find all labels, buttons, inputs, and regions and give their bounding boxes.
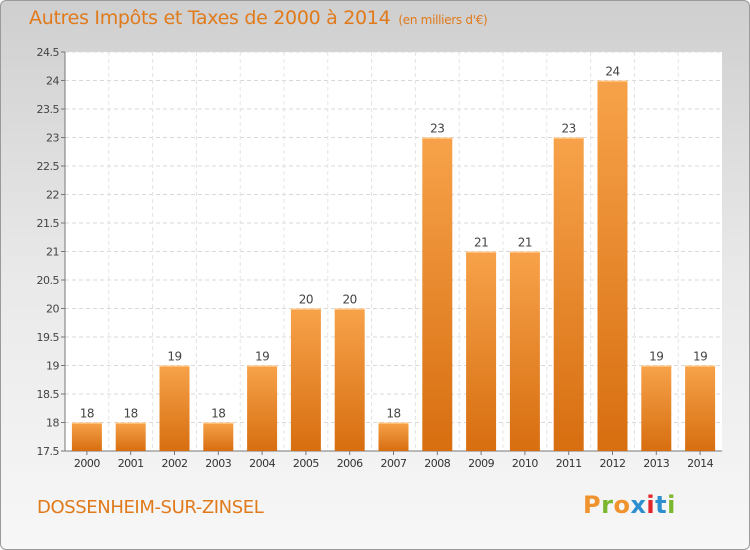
x-tick-label: 2004 <box>249 457 275 470</box>
y-tick-label: 19.5 <box>37 331 60 344</box>
x-tick-label: 2002 <box>162 457 188 470</box>
data-label: 20 <box>343 293 357 307</box>
bar-top-edge <box>641 365 672 367</box>
bar <box>203 422 234 451</box>
data-label: 23 <box>562 122 576 136</box>
y-tick-label: 23 <box>46 132 59 145</box>
data-label: 19 <box>167 350 181 364</box>
bar-top-edge <box>685 365 716 367</box>
bar <box>115 422 146 451</box>
x-tick-label: 2003 <box>205 457 231 470</box>
bar <box>509 251 540 451</box>
logo-letter: r <box>601 491 614 519</box>
x-tick-label: 2013 <box>643 457 669 470</box>
y-tick-label: 22.5 <box>37 160 60 173</box>
bar-top-edge <box>553 137 584 139</box>
x-tick-label: 2007 <box>381 457 407 470</box>
x-tick-label: 2005 <box>293 457 319 470</box>
y-tick-label: 17.5 <box>37 445 60 458</box>
x-tick-label: 2001 <box>118 457 144 470</box>
y-tick-label: 23.5 <box>37 103 60 116</box>
bar <box>159 365 190 451</box>
y-tick-label: 21 <box>46 246 59 259</box>
bar <box>378 422 409 451</box>
bar <box>71 422 102 451</box>
y-tick-label: 24.5 <box>37 46 60 59</box>
bar-top-edge <box>71 422 102 424</box>
data-label: 19 <box>649 350 663 364</box>
x-tick-label: 2011 <box>556 457 582 470</box>
logo-letter: x <box>630 491 647 519</box>
bar-top-edge <box>247 365 278 367</box>
logo-letter: o <box>613 491 631 519</box>
bar-top-edge <box>466 251 497 253</box>
bar <box>247 365 278 451</box>
commune-name: DOSSENHEIM-SUR-ZINSEL <box>37 497 264 518</box>
logo-letter: i <box>646 491 656 519</box>
data-label: 18 <box>211 407 225 421</box>
bar-top-edge <box>597 80 628 82</box>
proxiti-logo[interactable]: Proxiti <box>583 491 676 519</box>
logo-letter: i <box>667 491 676 519</box>
x-tick-label: 2000 <box>74 457 100 470</box>
y-tick-label: 18 <box>46 417 59 430</box>
bar-top-edge <box>334 308 365 310</box>
data-label: 19 <box>693 350 707 364</box>
bar <box>641 365 672 451</box>
y-tick-label: 24 <box>46 75 59 88</box>
data-label: 18 <box>80 407 94 421</box>
x-tick-label: 2014 <box>687 457 713 470</box>
data-label: 20 <box>299 293 313 307</box>
y-tick-label: 21.5 <box>37 217 60 230</box>
x-tick-label: 2006 <box>337 457 363 470</box>
logo-letter: P <box>583 491 602 519</box>
chart-unit-label: (en milliers d'€) <box>398 13 488 27</box>
bar <box>597 80 628 451</box>
y-tick-label: 20.5 <box>37 274 60 287</box>
bar-top-edge <box>378 422 409 424</box>
y-tick-label: 19 <box>46 360 59 373</box>
data-label: 18 <box>386 407 400 421</box>
x-tick-label: 2009 <box>468 457 494 470</box>
data-label: 24 <box>605 65 619 79</box>
bar <box>290 308 321 451</box>
y-tick-label: 22 <box>46 189 59 202</box>
bar <box>422 137 453 451</box>
bar-top-edge <box>422 137 453 139</box>
data-label: 23 <box>430 122 444 136</box>
bar <box>553 137 584 451</box>
bar <box>685 365 716 451</box>
x-tick-label: 2010 <box>512 457 538 470</box>
x-tick-label: 2008 <box>424 457 450 470</box>
bar-top-edge <box>509 251 540 253</box>
bar <box>466 251 497 451</box>
y-tick-label: 18.5 <box>37 388 60 401</box>
data-label: 19 <box>255 350 269 364</box>
bar-top-edge <box>115 422 146 424</box>
bar <box>334 308 365 451</box>
bar-top-edge <box>203 422 234 424</box>
data-label: 21 <box>518 236 532 250</box>
chart-title-text: Autres Impôts et Taxes de 2000 à 2014 <box>29 7 391 29</box>
y-tick-label: 20 <box>46 303 59 316</box>
x-tick-label: 2012 <box>600 457 626 470</box>
logo-letter: t <box>655 491 668 519</box>
bar-top-edge <box>159 365 190 367</box>
bar-top-edge <box>290 308 321 310</box>
data-label: 18 <box>124 407 138 421</box>
chart-title: Autres Impôts et Taxes de 2000 à 2014 (en… <box>29 7 488 29</box>
data-label: 21 <box>474 236 488 250</box>
